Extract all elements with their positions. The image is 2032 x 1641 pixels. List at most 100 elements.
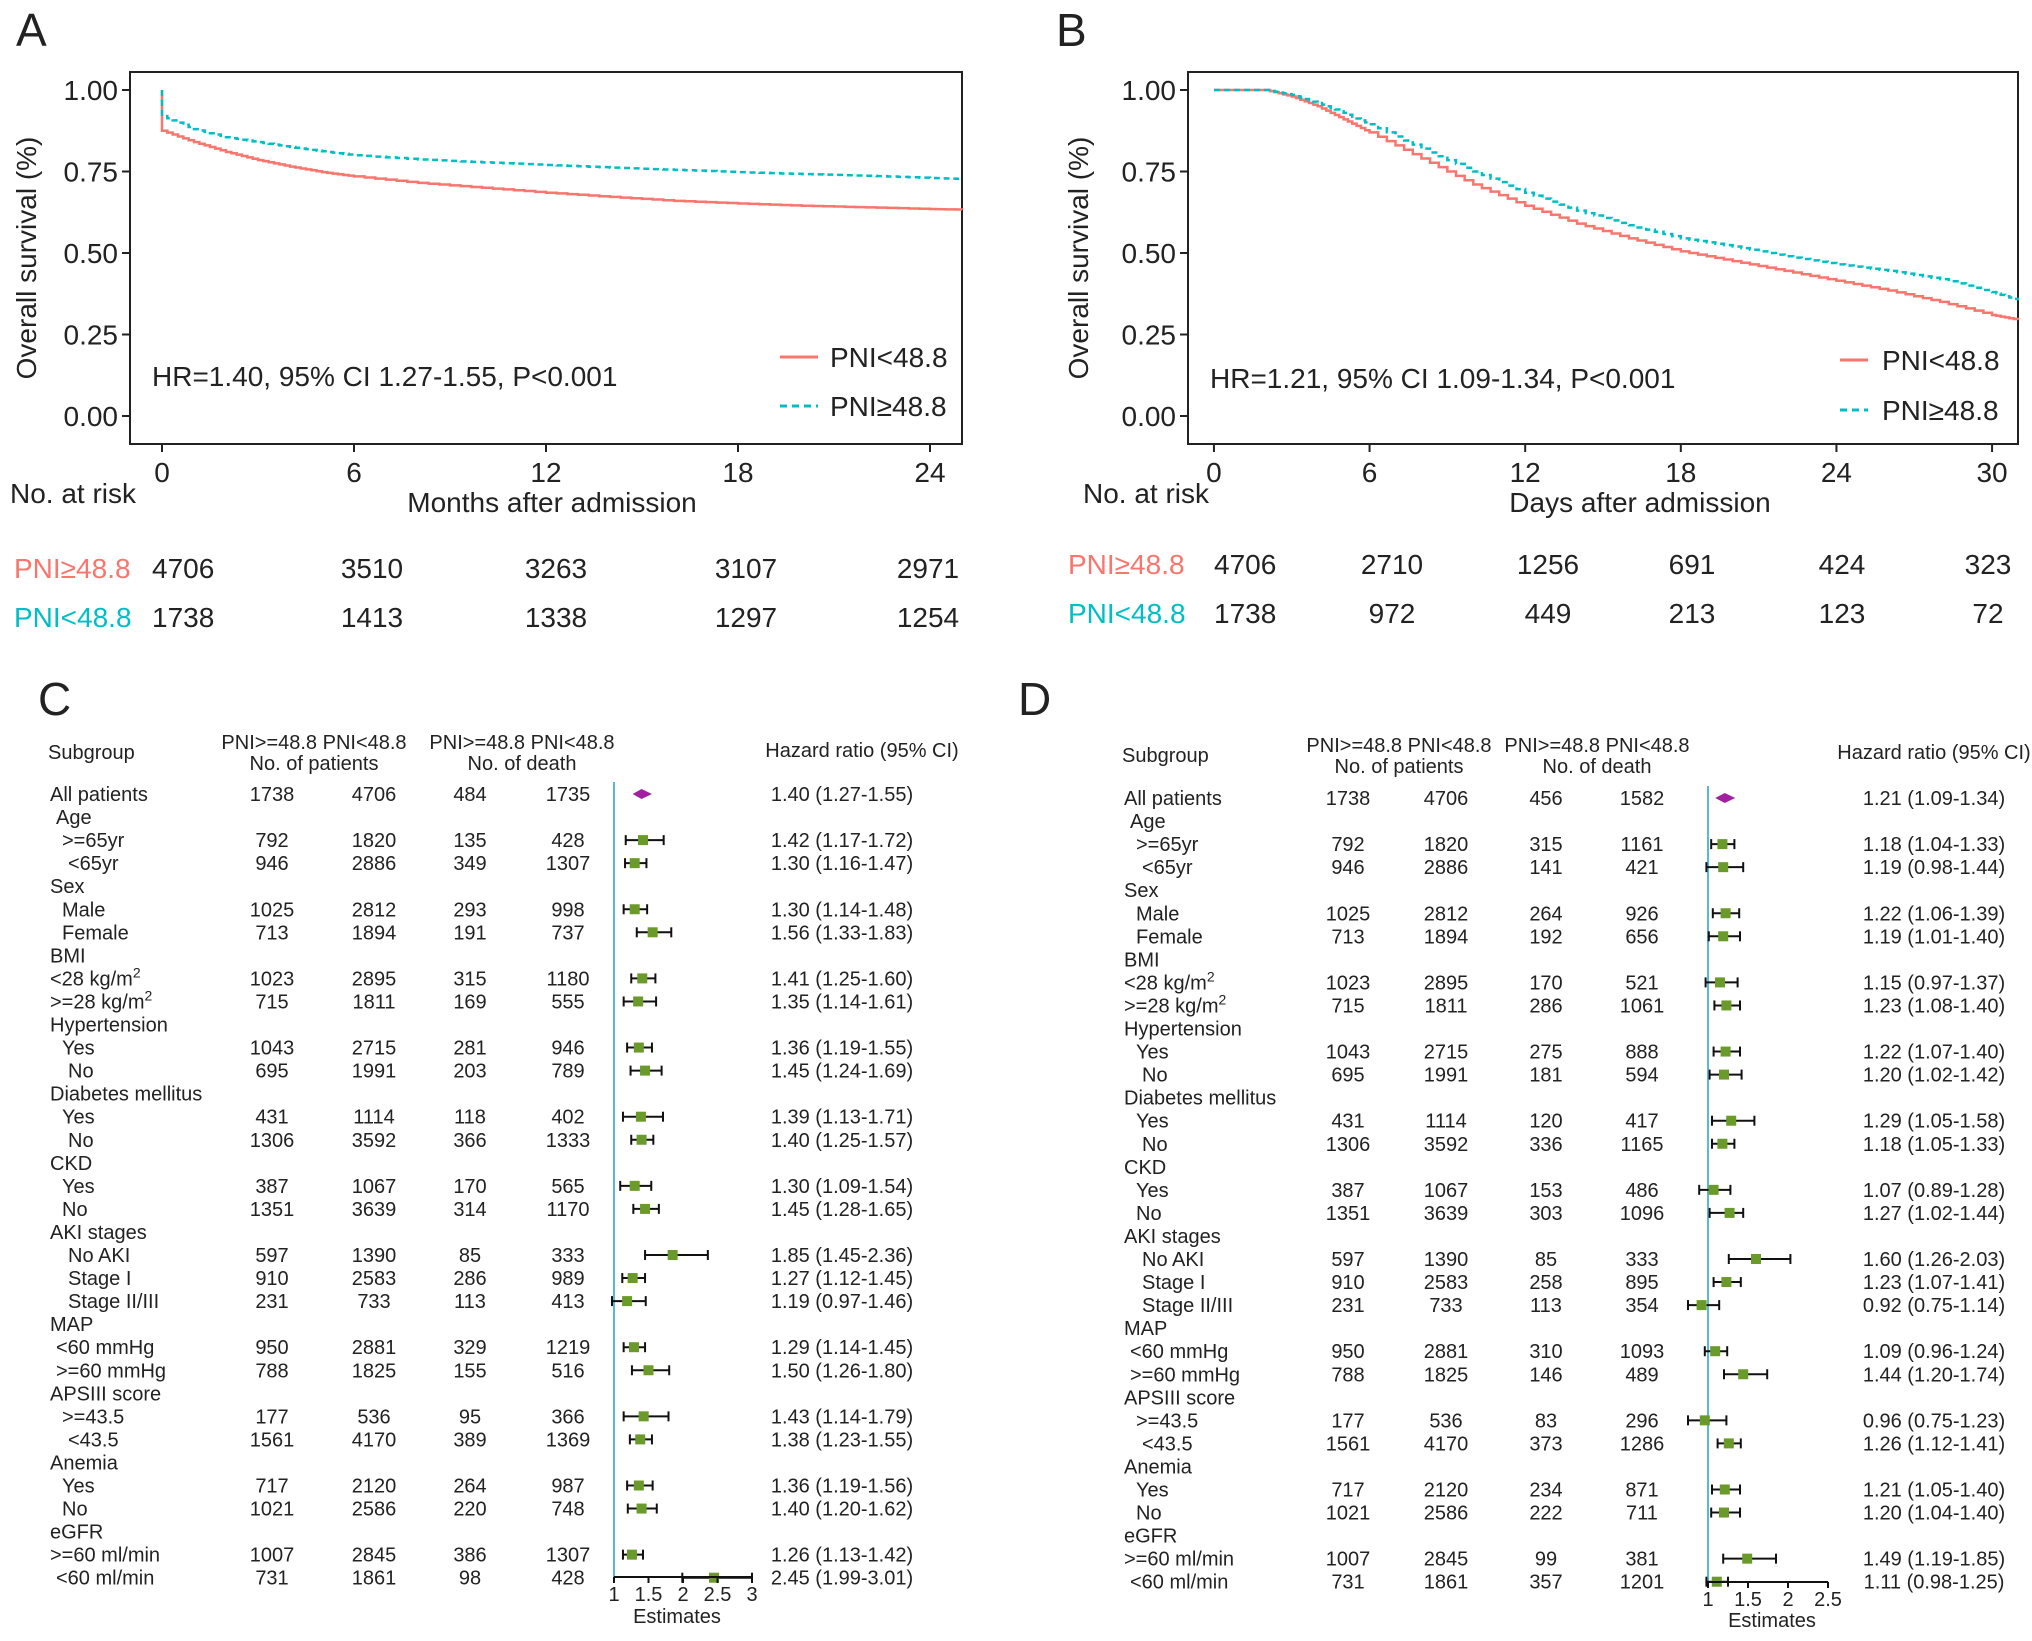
patients-pni-high: 946 (255, 853, 288, 875)
patients-pni-high: 792 (1331, 834, 1364, 856)
hr-text: 1.30 (1.14-1.48) (771, 899, 913, 921)
patients-pni-low: 1820 (352, 830, 397, 852)
plot-frame (1187, 71, 2019, 445)
hr-text: 1.30 (1.09-1.54) (771, 1176, 913, 1198)
patients-pni-high: 1351 (1326, 1203, 1371, 1225)
subgroup-label: CKD (1124, 1157, 1166, 1179)
deaths-pni-high: 203 (453, 1061, 486, 1083)
patients-pni-high: 788 (1331, 1364, 1364, 1386)
hr-text: 1.21 (1.05-1.40) (1863, 1480, 2005, 1502)
deaths-pni-high: 293 (453, 899, 486, 921)
estimate-square (629, 1342, 640, 1353)
col-header-patients: PNI>=48.8 PNI<48.8 (221, 732, 406, 754)
patients-pni-high: 950 (1331, 1341, 1364, 1363)
hr-text: 1.26 (1.13-1.42) (771, 1545, 913, 1567)
deaths-pni-low: 521 (1625, 972, 1658, 994)
subgroup-label: Male (62, 899, 105, 921)
deaths-pni-low: 656 (1625, 926, 1658, 948)
patients-pni-high: 1043 (1326, 1042, 1371, 1064)
deaths-pni-low: 366 (551, 1406, 584, 1428)
deaths-pni-high: 373 (1529, 1433, 1562, 1455)
subgroup-label: Yes (1136, 1180, 1169, 1202)
patients-pni-low: 2583 (1424, 1272, 1469, 1294)
estimate-square (643, 1365, 654, 1376)
patients-pni-high: 1023 (250, 968, 295, 990)
patients-pni-high: 713 (1331, 926, 1364, 948)
patients-pni-low: 4706 (1424, 788, 1469, 810)
estimate-square (636, 1134, 647, 1145)
deaths-pni-high: 85 (459, 1245, 481, 1267)
patients-pni-low: 2895 (1424, 972, 1469, 994)
estimate-square (647, 927, 658, 938)
estimate-square (633, 996, 644, 1007)
patients-pni-high: 177 (1331, 1410, 1364, 1432)
deaths-pni-high: 222 (1529, 1503, 1562, 1525)
estimate-square (1724, 1207, 1735, 1218)
km-panel-a: 0.00 0.25 0.50 0.75 1.00 0 6 12 18 24 Overall su… (10, 71, 964, 633)
deaths-pni-low: 354 (1625, 1295, 1658, 1317)
patients-pni-low: 2583 (352, 1268, 397, 1290)
hr-text: 1.41 (1.25-1.60) (771, 968, 913, 990)
panel-letter: C (38, 673, 71, 725)
estimate-square (1717, 839, 1728, 850)
subgroup-label: MAP (50, 1314, 93, 1336)
deaths-pni-high: 170 (1529, 972, 1562, 994)
patients-pni-high: 1306 (250, 1130, 295, 1152)
estimate-square (629, 858, 640, 869)
deaths-pni-high: 264 (1529, 903, 1562, 925)
hr-text: 1.26 (1.12-1.41) (1863, 1433, 2005, 1455)
subgroup-label: Hypertension (50, 1015, 168, 1037)
risk-count: 323 (1965, 549, 2012, 580)
subgroup-label: eGFR (50, 1522, 103, 1544)
deaths-pni-high: 169 (453, 991, 486, 1013)
subgroup-label: <65yr (68, 853, 119, 875)
deaths-pni-high: 286 (453, 1268, 486, 1290)
deaths-pni-high: 275 (1529, 1042, 1562, 1064)
estimate-square (638, 1411, 649, 1422)
subgroup-label: APSIII score (50, 1383, 161, 1405)
patients-pni-low: 4170 (352, 1429, 397, 1451)
superscript: 2 (133, 964, 141, 980)
patients-pni-low: 2881 (1424, 1341, 1469, 1363)
hr-text: 1.18 (1.04-1.33) (1863, 834, 2005, 856)
risk-count: 449 (1525, 598, 1572, 629)
patients-pni-low: 2886 (1424, 857, 1469, 879)
subgroup-label: Yes (1136, 1480, 1169, 1502)
estimate-square (640, 1065, 651, 1076)
col-header-death: PNI>=48.8 PNI<48.8 (429, 732, 614, 754)
patients-pni-high: 431 (1331, 1111, 1364, 1133)
deaths-pni-low: 486 (1625, 1180, 1658, 1202)
hr-text: 1.27 (1.02-1.44) (1863, 1203, 2005, 1225)
deaths-pni-high: 192 (1529, 926, 1562, 948)
deaths-pni-low: 1161 (1620, 834, 1663, 856)
subgroup-label: <43.5 (68, 1429, 119, 1451)
subgroup-label: Yes (62, 1176, 95, 1198)
patients-pni-high: 910 (1331, 1272, 1364, 1294)
hr-text: 1.56 (1.33-1.83) (771, 922, 913, 944)
estimate-square (640, 1203, 651, 1214)
patients-pni-high: 597 (1331, 1249, 1364, 1271)
patients-pni-low: 1820 (1424, 834, 1469, 856)
patients-pni-high: 597 (255, 1245, 288, 1267)
deaths-pni-high: 366 (453, 1130, 486, 1152)
x-tick-label: 3 (746, 1584, 757, 1606)
survival-curve (1213, 88, 2020, 301)
panel-letter: B (1056, 4, 1087, 56)
x-tick-label: 1.5 (635, 1584, 663, 1606)
estimate-square (1718, 931, 1729, 942)
hr-text: 1.22 (1.07-1.40) (1863, 1042, 2005, 1064)
deaths-pni-low: 565 (551, 1176, 584, 1198)
risk-count: 972 (1369, 598, 1416, 629)
subgroup-label: No (1142, 1065, 1168, 1087)
hr-text: 1.15 (0.97-1.37) (1863, 972, 2005, 994)
estimate-square (1738, 1369, 1749, 1380)
subgroup-label: Sex (1124, 880, 1158, 902)
subgroup-label: No (1136, 1203, 1162, 1225)
subgroup-label: >=60 mmHg (56, 1360, 166, 1382)
deaths-pni-low: 1735 (546, 784, 591, 806)
y-tick-label: 0.25 (64, 320, 119, 351)
deaths-pni-low: 987 (551, 1476, 584, 1498)
subgroup-label: >=60 mmHg (1130, 1364, 1240, 1386)
patients-pni-low: 3592 (352, 1130, 397, 1152)
